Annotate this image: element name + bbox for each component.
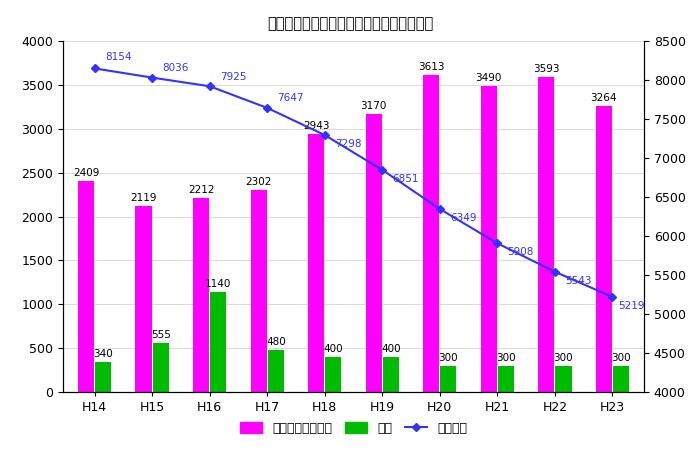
Bar	[78, 181, 94, 392]
Text: 555: 555	[151, 330, 171, 340]
Bar	[268, 350, 284, 392]
Bar	[308, 134, 324, 392]
Text: 300: 300	[611, 353, 631, 362]
Text: 6349: 6349	[450, 213, 477, 223]
Bar	[193, 198, 209, 392]
Bar	[538, 77, 554, 392]
Text: 5908: 5908	[508, 247, 534, 257]
Bar	[210, 292, 226, 392]
Text: 3170: 3170	[360, 101, 387, 111]
Bar	[440, 366, 456, 392]
Text: 5543: 5543	[565, 276, 592, 286]
Bar	[383, 357, 399, 392]
Legend: 財政調整基金残高, 町債, 町債残高: 財政調整基金残高, 町債, 町債残高	[234, 417, 472, 440]
Text: 340: 340	[93, 349, 113, 359]
Text: 5219: 5219	[618, 301, 645, 311]
Bar	[481, 86, 497, 392]
Text: 3264: 3264	[591, 93, 617, 103]
Bar	[555, 366, 571, 392]
Text: 3593: 3593	[533, 64, 559, 74]
Text: 8036: 8036	[162, 63, 189, 73]
Bar	[153, 343, 169, 392]
Text: 6851: 6851	[393, 174, 419, 184]
Bar	[596, 106, 612, 392]
Text: 300: 300	[439, 353, 458, 362]
Bar	[136, 206, 152, 392]
Text: 2212: 2212	[188, 185, 214, 195]
Bar	[365, 114, 382, 392]
Text: 3490: 3490	[475, 73, 502, 83]
Bar	[251, 190, 267, 392]
Text: 300: 300	[554, 353, 573, 362]
Text: 【財政調整基金と町債、町債残高の推移】: 【財政調整基金と町債、町債残高の推移】	[267, 16, 433, 31]
Bar	[95, 362, 111, 392]
Text: 300: 300	[496, 353, 516, 362]
Text: 8154: 8154	[105, 52, 132, 62]
Text: 2302: 2302	[246, 177, 272, 187]
Bar	[613, 366, 629, 392]
Bar	[326, 357, 342, 392]
Text: 400: 400	[323, 344, 343, 354]
Text: 2943: 2943	[303, 121, 330, 131]
Text: 7298: 7298	[335, 139, 362, 149]
Text: 1140: 1140	[205, 279, 232, 289]
Text: 7925: 7925	[220, 71, 246, 82]
Text: 7647: 7647	[278, 93, 304, 103]
Text: 480: 480	[266, 337, 286, 347]
Text: 2409: 2409	[73, 168, 99, 178]
Text: 2119: 2119	[130, 193, 157, 203]
Bar	[498, 366, 514, 392]
Bar	[423, 76, 439, 392]
Text: 3613: 3613	[418, 62, 444, 72]
Text: 400: 400	[381, 344, 400, 354]
